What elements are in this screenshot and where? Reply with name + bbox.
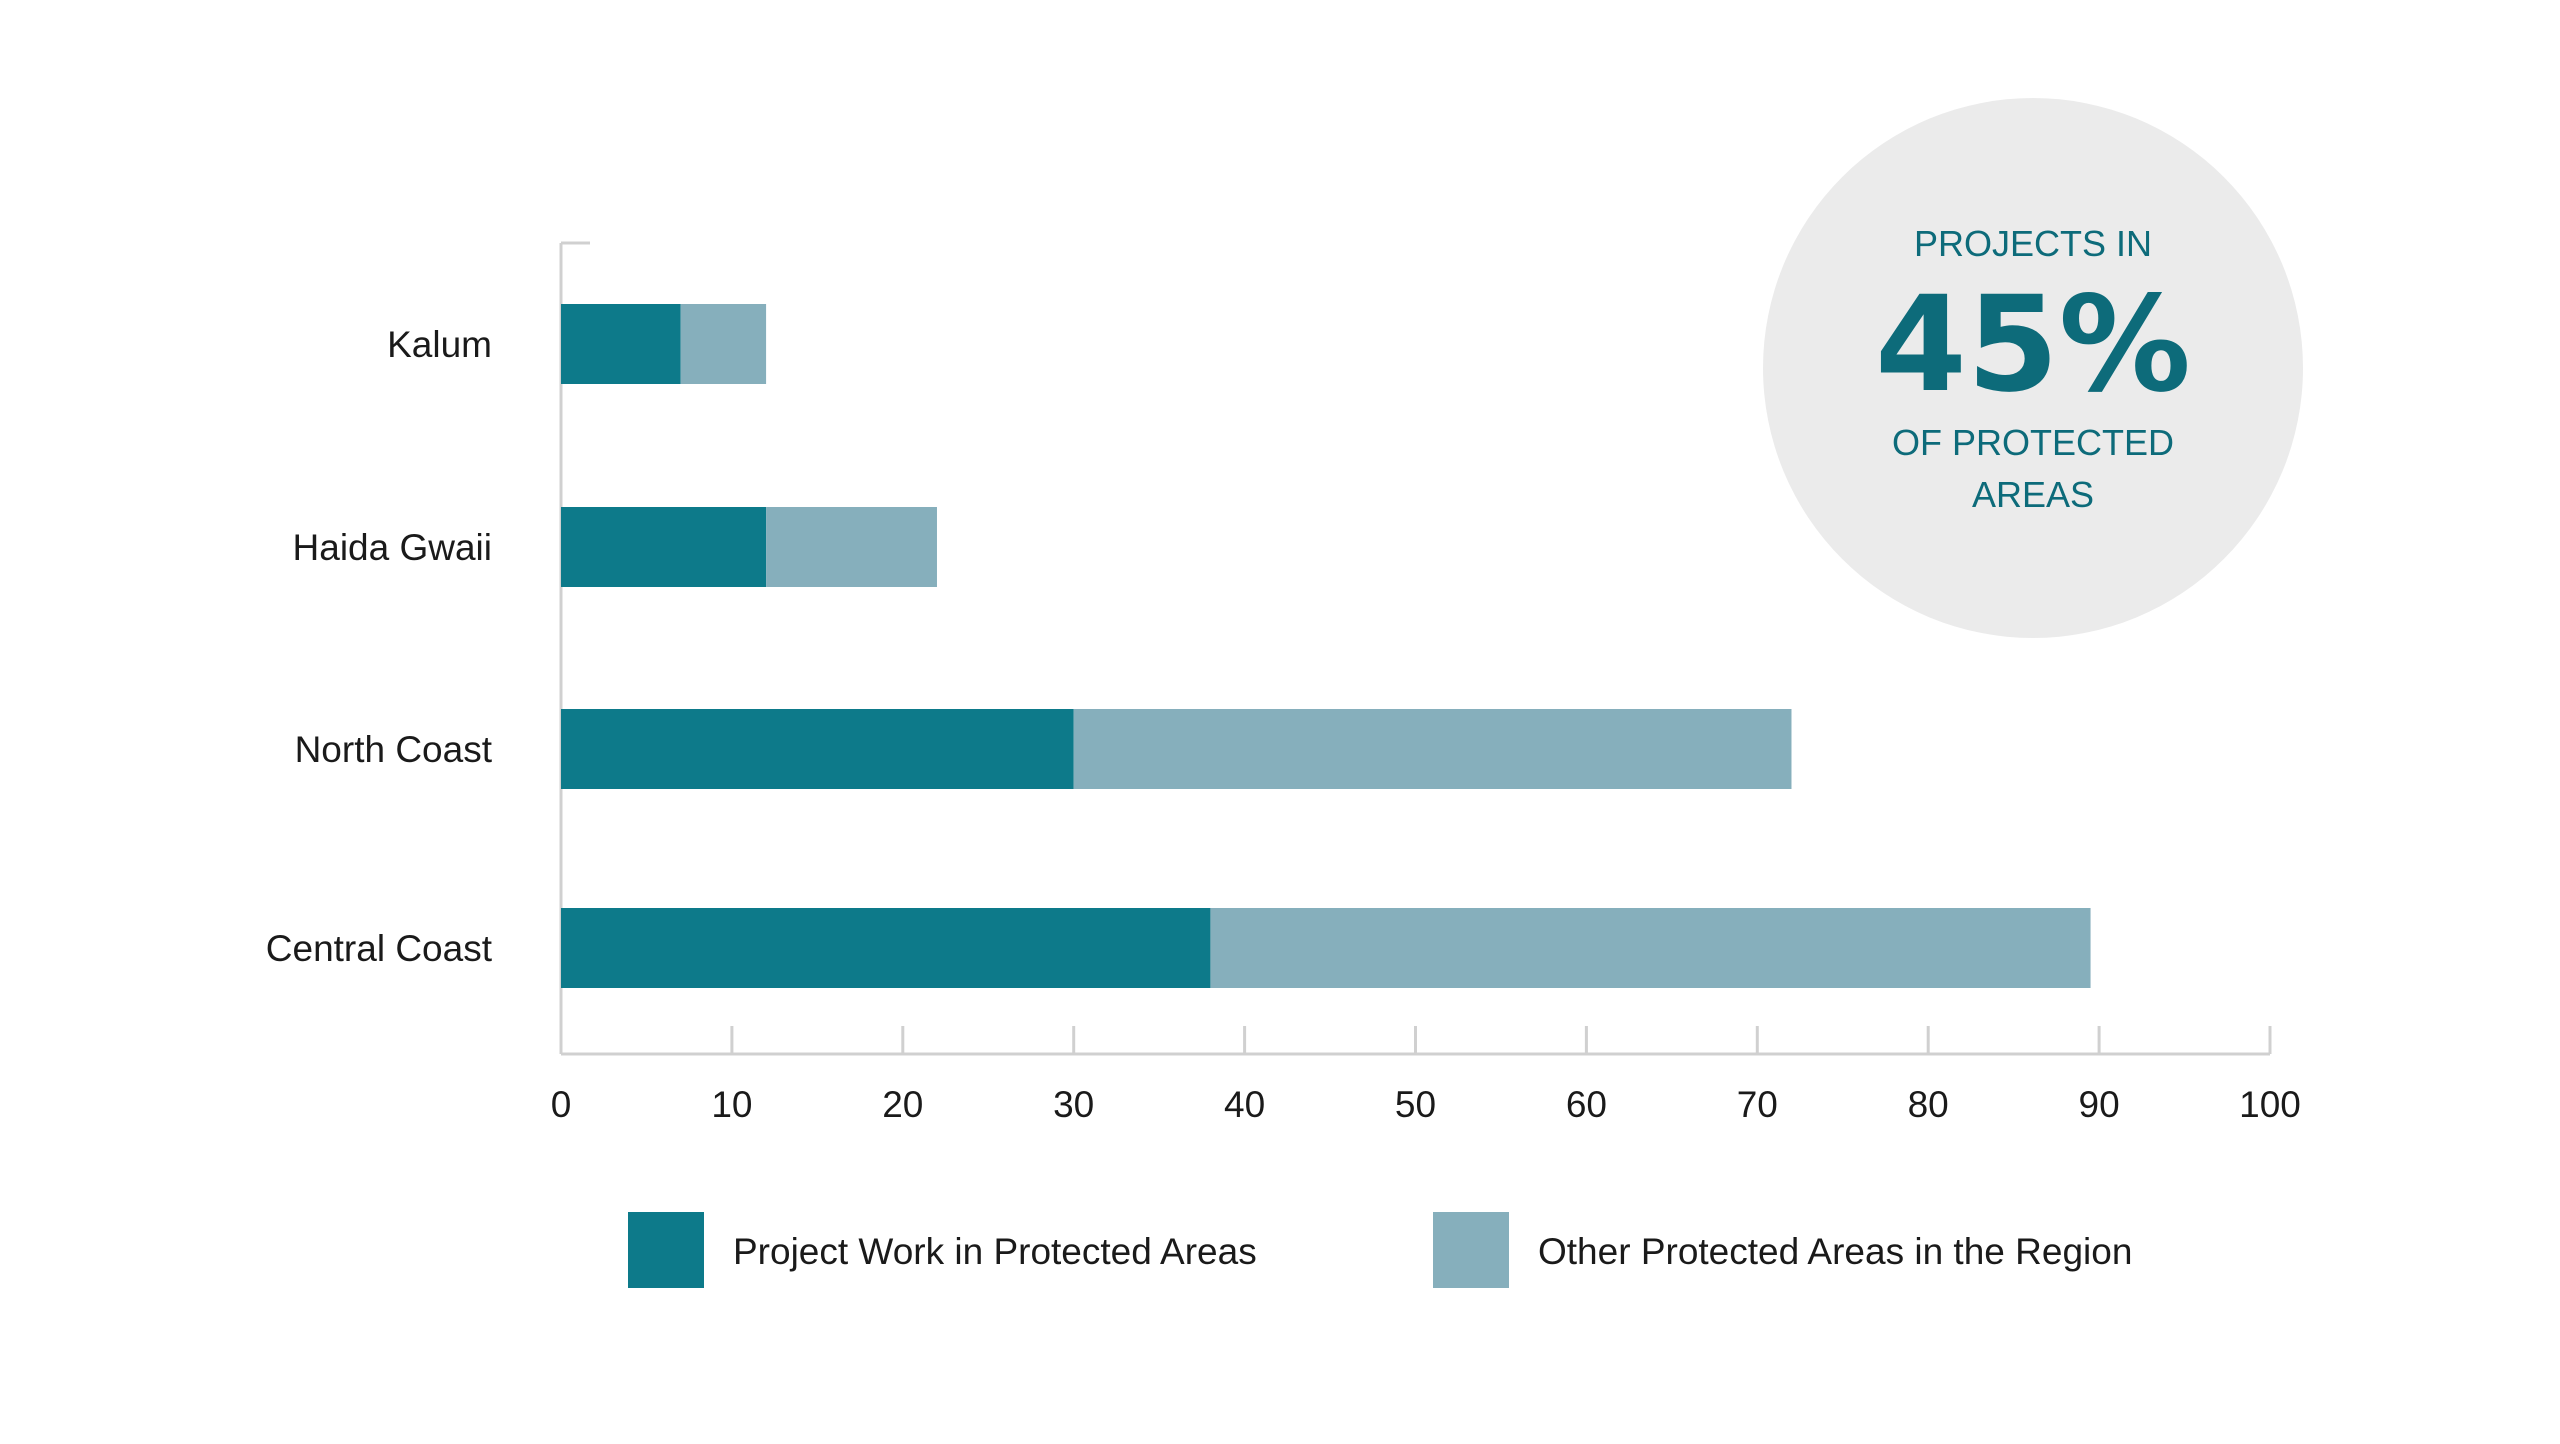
category-label-central-coast: Central Coast	[266, 928, 493, 969]
bar-kalum-series-1	[561, 304, 681, 384]
x-tick-label-0: 0	[551, 1084, 572, 1125]
x-tick-label-30: 30	[1053, 1084, 1094, 1125]
callout: PROJECTS IN 45% OF PROTECTED AREAS	[1763, 98, 2303, 638]
legend-swatch-2	[1433, 1212, 1509, 1288]
callout-line2: OF PROTECTED	[1892, 422, 2174, 463]
bar-kalum-series-2	[680, 304, 767, 384]
legend-swatch-1	[628, 1212, 704, 1288]
x-tick-label-10: 10	[711, 1084, 752, 1125]
bar-north-coast-series-1	[561, 709, 1074, 789]
legend: Project Work in Protected Areas Other Pro…	[628, 1212, 2132, 1288]
plot-area: 0 10 20 30 40 50 60 70 80 90 100 Kalum Haida Gwaii No…	[266, 241, 2301, 1125]
x-tick-label-80: 80	[1908, 1084, 1949, 1125]
category-label-north-coast: North Coast	[295, 729, 493, 770]
category-label-haida-gwaii: Haida Gwaii	[293, 527, 492, 568]
bar-central-coast-series-2	[1210, 908, 2091, 988]
callout-line3: AREAS	[1972, 474, 2094, 515]
legend-label-2: Other Protected Areas in the Region	[1538, 1231, 2132, 1272]
bar-haida-gwaii-series-1	[561, 507, 767, 587]
callout-circle	[1763, 98, 2303, 638]
bar-haida-gwaii-series-2	[766, 507, 937, 587]
x-tick-label-20: 20	[882, 1084, 923, 1125]
callout-line1: PROJECTS IN	[1914, 223, 2152, 264]
x-tick-label-60: 60	[1566, 1084, 1607, 1125]
x-tick-label-100: 100	[2239, 1084, 2301, 1125]
bar-central-coast-series-1	[561, 908, 1211, 988]
x-tick-label-50: 50	[1395, 1084, 1436, 1125]
legend-label-1: Project Work in Protected Areas	[733, 1231, 1257, 1272]
bar-north-coast-series-2	[1073, 709, 1792, 789]
x-tick-label-90: 90	[2079, 1084, 2120, 1125]
x-tick-label-40: 40	[1224, 1084, 1265, 1125]
category-label-kalum: Kalum	[387, 324, 492, 365]
callout-value: 45%	[1875, 268, 2191, 422]
x-tick-label-70: 70	[1737, 1084, 1778, 1125]
